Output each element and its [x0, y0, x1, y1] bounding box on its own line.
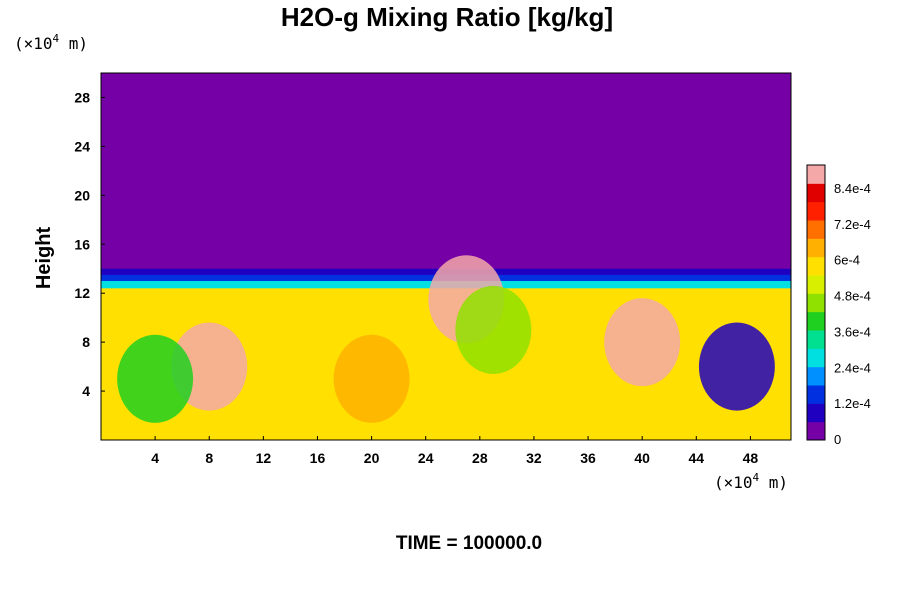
- colorbar-label: 8.4e-4: [834, 181, 871, 196]
- colorbar-label: 6e-4: [834, 253, 860, 268]
- x-unit-exp: 4: [753, 471, 760, 484]
- colorbar: 0 1.2e-4 2.4e-4 3.6e-4 4.8e-4 6e-4 7.2e-4 8.4e-…: [806, 164, 871, 447]
- y-axis-label: Height: [33, 227, 55, 290]
- colorbar-swatch: [807, 238, 825, 258]
- y-tick-label: 24: [74, 138, 90, 154]
- colorbar-swatch: [807, 385, 825, 404]
- colorbar-swatch: [807, 311, 825, 331]
- y-tick-label: 16: [74, 236, 90, 252]
- x-tick-label: 28: [472, 450, 488, 466]
- colorbar-swatch: [807, 421, 825, 441]
- colorbar-swatch: [807, 366, 825, 386]
- x-tick-label: 20: [364, 450, 380, 466]
- mixing-ratio-field: [101, 255, 791, 440]
- x-tick-label: 16: [310, 450, 326, 466]
- colorbar-swatch: [807, 183, 825, 203]
- colorbar-label: 0: [834, 432, 841, 447]
- x-tick-label: 8: [205, 450, 213, 466]
- moist-region: [333, 334, 410, 423]
- colorbar-label: 2.4e-4: [834, 360, 871, 375]
- y-tick-label: 4: [82, 383, 90, 399]
- chart-title: H2O-g Mixing Ratio [kg/kg]: [281, 2, 613, 32]
- moist-region: [117, 334, 194, 423]
- y-tick-label: 20: [74, 187, 90, 203]
- colorbar-label: 7.2e-4: [834, 217, 871, 232]
- y-tick-label: 8: [82, 334, 90, 350]
- y-unit-exp: 4: [53, 32, 60, 45]
- x-unit-tail: m): [759, 473, 788, 492]
- x-tick-labels: 4 8 12 16 20 24 28 32 36 40 44 48: [151, 436, 758, 466]
- colorbar-swatch: [807, 220, 825, 239]
- colorbar-swatch: [807, 275, 825, 294]
- y-unit-tail: m): [59, 34, 88, 53]
- y-unit-base: (×10: [14, 34, 53, 53]
- y-unit-label: (×104 m): [14, 32, 88, 53]
- x-tick-label: 12: [256, 450, 272, 466]
- colorbar-label: 3.6e-4: [834, 324, 871, 339]
- x-tick-label: 44: [689, 450, 705, 466]
- colorbar-swatch: [807, 403, 825, 423]
- colorbar-frame: [806, 164, 826, 441]
- moist-region: [604, 298, 681, 387]
- x-unit-label: (×104 m): [714, 471, 788, 492]
- x-tick-label: 4: [151, 450, 159, 466]
- colorbar-swatch: [807, 348, 825, 368]
- colorbar-swatch: [807, 201, 825, 221]
- x-tick-label: 48: [743, 450, 759, 466]
- x-unit-base: (×10: [714, 473, 753, 492]
- colorbar-swatch: [807, 330, 825, 349]
- x-tick-label: 32: [526, 450, 542, 466]
- colorbar-swatch: [807, 293, 825, 313]
- time-label: TIME = 100000.0: [396, 533, 542, 554]
- moist-region: [698, 322, 775, 411]
- colorbar-swatch: [807, 165, 825, 184]
- colorbar-swatch: [807, 256, 825, 276]
- plot-frame: [100, 72, 792, 441]
- x-tick-label: 36: [580, 450, 596, 466]
- x-tick-label: 40: [634, 450, 650, 466]
- y-tick-label: 28: [74, 89, 90, 105]
- colorbar-label: 1.2e-4: [834, 396, 871, 411]
- x-tick-label: 24: [418, 450, 434, 466]
- colorbar-label: 4.8e-4: [834, 289, 871, 304]
- plot-area: [100, 72, 792, 441]
- y-tick-labels: 4 8 12 16 20 24 28: [74, 89, 105, 399]
- y-tick-label: 12: [74, 285, 90, 301]
- moist-region: [455, 285, 532, 374]
